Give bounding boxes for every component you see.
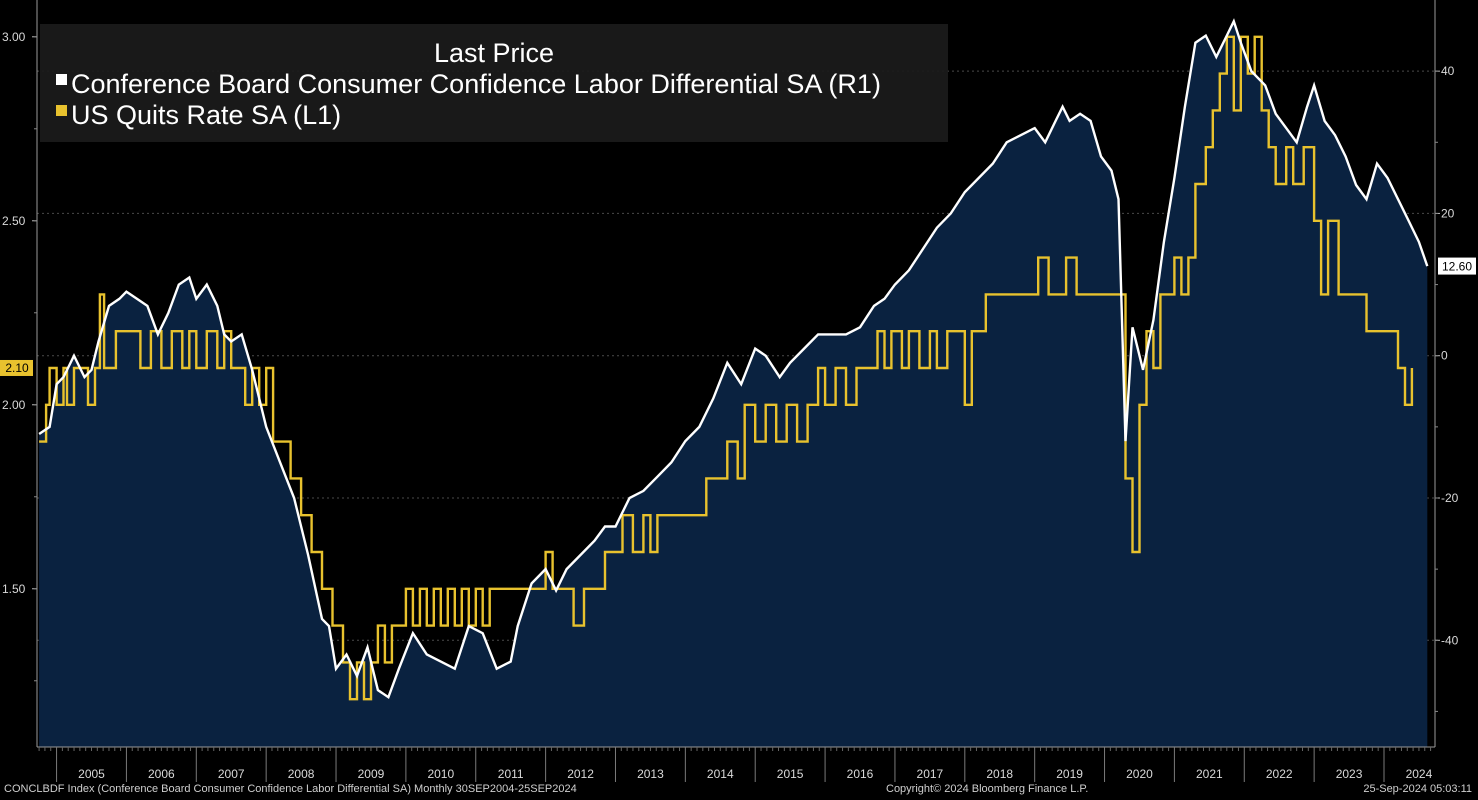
right-tick-label-1: -20 [1441,491,1459,505]
right-axis-ticks: -40 -20 0 20 40 [1435,64,1459,712]
x-tick-label-2007: 2007 [218,767,245,781]
legend-label-labor: Conference Board Consumer Confidence Lab… [71,69,881,99]
right-tick-label-0: -40 [1441,633,1459,647]
x-tick-label-2017: 2017 [917,767,944,781]
x-tick-label-2018: 2018 [986,767,1013,781]
x-tick-label-2011: 2011 [498,767,524,781]
left-tick-label-3: 3.00 [2,30,26,44]
legend-swatch-labor [56,74,67,85]
labor-differential-area [39,21,1428,748]
x-axis-ticks: 2005 2006 2007 2008 2009 2010 2011 2012 2013 2014… [38,747,1433,782]
right-tick-label-4: 40 [1441,64,1455,78]
legend-swatch-quits [56,105,67,116]
last-value-labor: 12.60 [1438,257,1476,275]
legend-label-quits: US Quits Rate SA (L1) [71,100,341,130]
last-value-labor-label: 12.60 [1442,260,1472,274]
x-tick-label-2024: 2024 [1406,767,1433,781]
x-tick-label-2005: 2005 [78,767,105,781]
x-tick-label-2016: 2016 [847,767,874,781]
last-value-quits: 2.10 [0,359,33,376]
footer-source: CONCLBDF Index (Conference Board Consume… [4,783,577,795]
x-tick-label-2010: 2010 [427,767,454,781]
right-tick-label-2: 0 [1441,349,1448,363]
last-value-labor-box [1438,257,1476,275]
footer-timestamp: 25-Sep-2024 05:03:11 [1363,783,1472,795]
left-axis-ticks: 1.50 2.00 2.50 3.00 [2,30,37,682]
x-tick-label-2020: 2020 [1126,767,1153,781]
labor-differential-line [38,18,1429,700]
left-tick-label-2: 2.50 [2,214,26,228]
left-tick-label-0: 1.50 [2,582,26,596]
x-tick-label-2023: 2023 [1336,767,1363,781]
x-tick-label-2012: 2012 [567,767,594,781]
quits-rate-line [39,35,1414,701]
x-tick-label-2021: 2021 [1196,767,1223,781]
footer-copyright: Copyright© 2024 Bloomberg Finance L.P. [886,783,1089,795]
legend: Last Price Conference Board Consumer Con… [40,24,948,142]
x-tick-label-2014: 2014 [707,767,734,781]
x-tick-label-2019: 2019 [1056,767,1083,781]
x-tick-label-2022: 2022 [1266,767,1293,781]
last-value-quits-box [0,359,33,376]
x-tick-label-2009: 2009 [358,767,385,781]
x-tick-label-2008: 2008 [288,767,315,781]
x-tick-label-2006: 2006 [148,767,175,781]
legend-background [40,24,948,142]
axes [36,0,1436,748]
legend-title: Last Price [434,38,554,68]
right-tick-label-3: 20 [1441,206,1455,220]
last-value-quits-label: 2.10 [5,361,29,375]
left-tick-label-1: 2.00 [2,398,26,412]
x-tick-label-2013: 2013 [637,767,664,781]
x-tick-label-2015: 2015 [777,767,804,781]
